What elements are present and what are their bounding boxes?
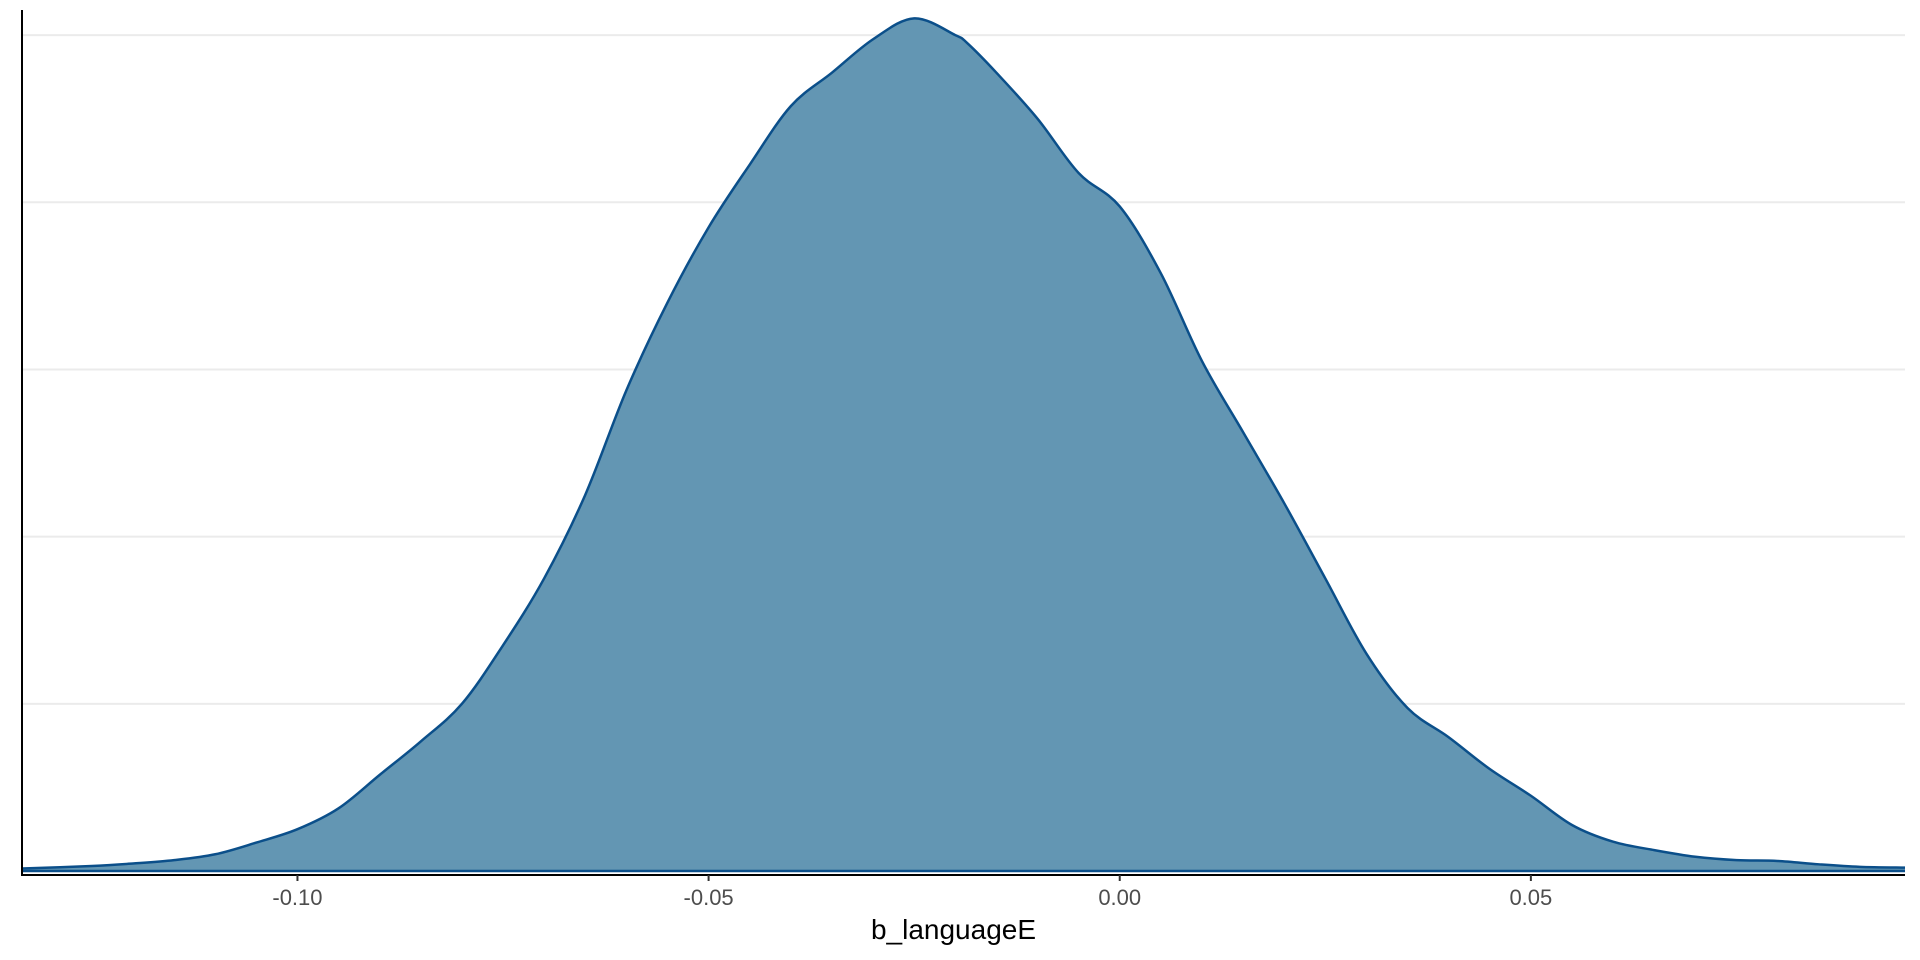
- x-tick-label: -0.05: [684, 885, 734, 910]
- density-area: [22, 18, 1905, 872]
- x-axis-title: b_languageE: [871, 914, 1036, 945]
- axes: [21, 10, 1905, 876]
- density-line: [21, 17, 1906, 870]
- x-axis-ticks: -0.10 -0.05 0.00 0.05: [272, 875, 1552, 910]
- density-plot: [21, 17, 1906, 873]
- x-tick-label: 0.00: [1098, 885, 1141, 910]
- x-tick-label: -0.10: [272, 885, 322, 910]
- x-tick-label: 0.05: [1509, 885, 1552, 910]
